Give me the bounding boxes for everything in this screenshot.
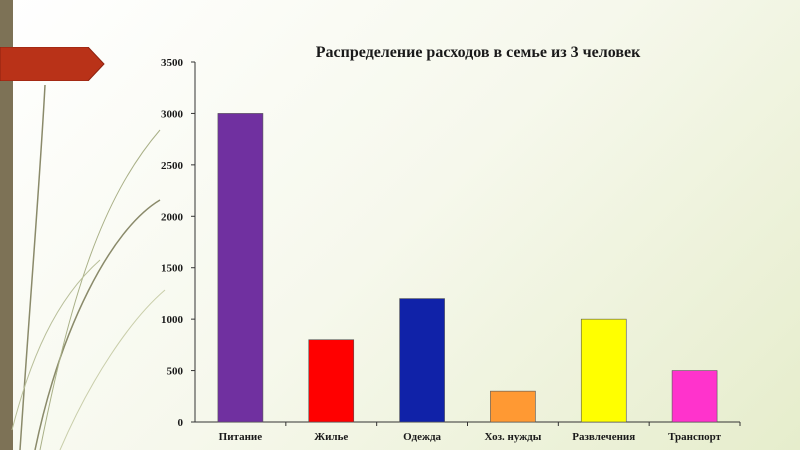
bar-2 [308,339,355,423]
category-labels: Питание Жилье Одежда Хоз. нужды Развлечения Т… [219,422,741,443]
y-tick-label: 1500 [161,263,184,275]
y-tick-label: 3500 [161,57,184,69]
y-tick-label: 0 [178,417,184,429]
y-tick-labels: 0 500 1000 1500 2000 2500 3000 3500 [161,57,195,429]
category-label: Хоз. нужды [484,431,541,443]
bar-3 [399,298,445,423]
y-tick-label: 2000 [161,211,184,223]
chart-title: Распределение расходов в семье из 3 чело… [316,44,641,61]
y-tick-label: 500 [167,366,184,378]
category-label: Развлечения [572,431,635,443]
y-tick-label: 3000 [161,108,184,120]
bar-5 [580,318,627,423]
chart-axes [194,62,740,423]
side-strip [0,0,13,450]
y-tick-label: 2500 [161,160,184,172]
category-label: Одежда [403,431,441,443]
chart-bars [217,113,718,423]
category-label: Жилье [314,431,348,443]
bar-1 [217,113,264,423]
bar-4 [490,390,536,423]
category-label: Питание [219,431,263,443]
bar-6 [671,370,718,423]
category-label: Транспорт [668,431,722,443]
y-tick-label: 1000 [161,314,184,326]
accent-arrow [0,47,105,81]
